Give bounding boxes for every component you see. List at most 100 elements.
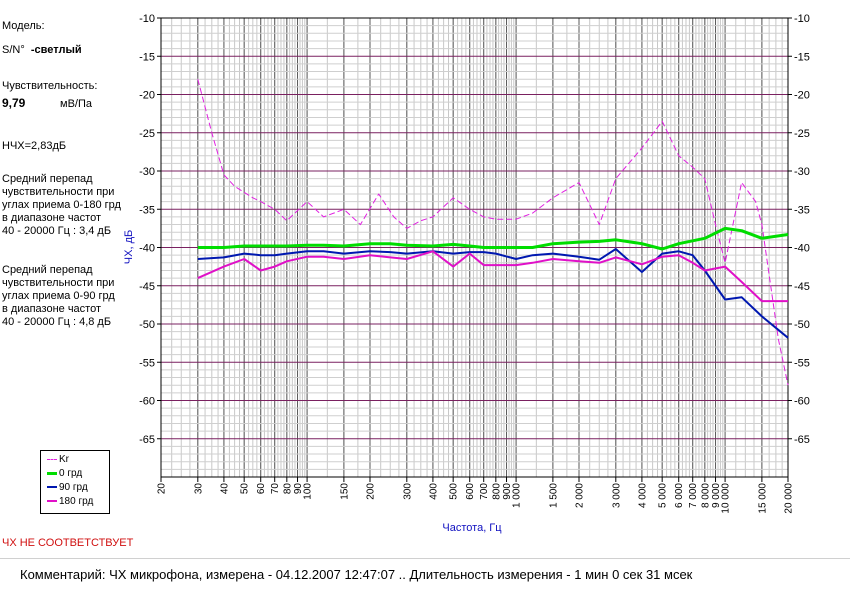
legend-swatch (47, 459, 57, 460)
series-line (197, 79, 789, 386)
serial-label: S/N° (2, 44, 25, 56)
x-tick-label: 1 000 (512, 483, 523, 508)
legend-item: 90 грд (41, 481, 109, 495)
y-tick-label: -40 (139, 243, 155, 255)
x-tick-label: 30 (193, 483, 204, 495)
series-line (197, 248, 789, 339)
y-axis-label: ЧХ, дБ (123, 230, 135, 264)
serial-line: S/N° -светлый (2, 44, 82, 57)
x-tick-label: 3 000 (611, 483, 622, 508)
nchx-value: НЧХ=2,83дБ (2, 140, 67, 152)
diff-90-line: Средний перепад (2, 264, 93, 276)
serial-value: -светлый (30, 44, 82, 56)
diff-90-line: в диапазоне частот (2, 303, 101, 315)
diff-90-line: 40 - 20000 Гц : 4,8 дБ (2, 316, 112, 328)
diff-180-line: 40 - 20000 Гц : 3,4 дБ (2, 225, 112, 237)
y-tick-label: -65 (794, 434, 810, 446)
legend-swatch (47, 472, 57, 475)
y-tick-label: -20 (794, 90, 810, 102)
x-tick-label: 150 (339, 483, 350, 500)
diff-90-line: чувствительности при (2, 277, 115, 289)
x-tick-label: 70 (270, 483, 281, 495)
y-tick-label: -55 (139, 357, 155, 369)
series-layer (197, 79, 789, 386)
diff-180-line: в диапазоне частот (2, 212, 101, 224)
x-tick-label: 20 000 (784, 483, 795, 514)
x-tick-label: 90 (293, 483, 304, 495)
diff-180-line: чувствительности при (2, 186, 115, 198)
x-tick-label: 200 (366, 483, 377, 500)
legend-swatch (47, 486, 57, 488)
legend-label: 180 грд (59, 496, 94, 507)
y-tick-label: -45 (794, 281, 810, 293)
y-tick-label: -60 (794, 396, 810, 408)
x-tick-label: 10 000 (721, 483, 732, 514)
x-tick-label: 8 000 (700, 483, 711, 508)
legend-item: 180 грд (41, 495, 109, 509)
x-axis-label: Частота, Гц (442, 522, 502, 534)
x-tick-label: 1 500 (548, 483, 559, 508)
model-label: Модель: (2, 20, 45, 32)
y-tick-label: -25 (794, 128, 810, 140)
y-tick-label: -45 (139, 281, 155, 293)
y-tick-label: -55 (794, 357, 810, 369)
comment-text: Комментарий: ЧХ микрофона, измерена - 04… (20, 567, 693, 582)
y-tick-label: -15 (794, 51, 810, 63)
status-message: ЧХ НЕ СООТВЕТСТВУЕТ (2, 537, 134, 549)
x-tick-label: 6 000 (674, 483, 685, 508)
diff-180-line: углах приема 0-180 грд (2, 199, 121, 211)
sensitivity-label: Чувствительность: (2, 80, 98, 92)
x-tick-label: 40 (219, 483, 230, 495)
plot-border (160, 17, 789, 478)
y-tick-label: -10 (139, 13, 155, 25)
x-tick-label: 4 000 (637, 483, 648, 508)
comment-bar: Комментарий: ЧХ микрофона, измерена - 04… (0, 558, 850, 603)
y-tick-label: -65 (139, 434, 155, 446)
x-tick-label: 9 000 (711, 483, 722, 508)
y-tick-label: -30 (794, 166, 810, 178)
x-tick-label: 2 000 (575, 483, 586, 508)
x-tick-label: 7 000 (688, 483, 699, 508)
series-line (197, 250, 788, 303)
x-tick-label: 700 (479, 483, 490, 500)
y-tick-label: -10 (794, 13, 810, 25)
y-tick-label: -35 (794, 204, 810, 216)
y-tick-label: -20 (139, 90, 155, 102)
x-tick-label: 80 (282, 483, 293, 495)
legend-item: Kr (41, 453, 109, 467)
y-tick-label: -60 (139, 396, 155, 408)
x-tick-label: 20 (157, 483, 168, 495)
legend-item: 0 грд (41, 467, 109, 481)
legend-swatch (47, 500, 57, 502)
legend-label: 90 грд (59, 482, 88, 493)
diff-90-block: Средний перепад чувствительности при угл… (2, 264, 115, 329)
sensitivity-value: 9,79 (2, 96, 26, 110)
x-tick-label: 15 000 (757, 483, 768, 514)
x-tick-label: 50 (240, 483, 251, 495)
y-tick-label: -50 (139, 319, 155, 331)
x-tick-label: 900 (502, 483, 513, 500)
x-tick-label: 800 (491, 483, 502, 500)
legend-label: Kr (59, 454, 69, 465)
x-tick-label: 5 000 (658, 483, 669, 508)
y-tick-label: -30 (139, 166, 155, 178)
diff-180-line: Средний перепад (2, 173, 93, 185)
x-tick-label: 100 (303, 483, 314, 500)
x-tick-label: 60 (256, 483, 267, 495)
y-tick-label: -40 (794, 243, 810, 255)
y-tick-label: -50 (794, 319, 810, 331)
diff-180-block: Средний перепад чувствительности при угл… (2, 173, 121, 238)
y-tick-label: -15 (139, 51, 155, 63)
sensitivity-unit: мВ/Па (60, 98, 92, 110)
y-tick-label: -35 (139, 204, 155, 216)
diff-90-line: углах приема 0-90 грд (2, 290, 115, 302)
x-tick-label: 300 (402, 483, 413, 500)
legend-label: 0 грд (59, 468, 83, 479)
legend: Kr 0 грд 90 грд 180 грд (40, 450, 110, 514)
x-tick-label: 500 (449, 483, 460, 500)
x-tick-label: 400 (428, 483, 439, 500)
series-line (197, 226, 789, 251)
x-tick-label: 600 (465, 483, 476, 500)
